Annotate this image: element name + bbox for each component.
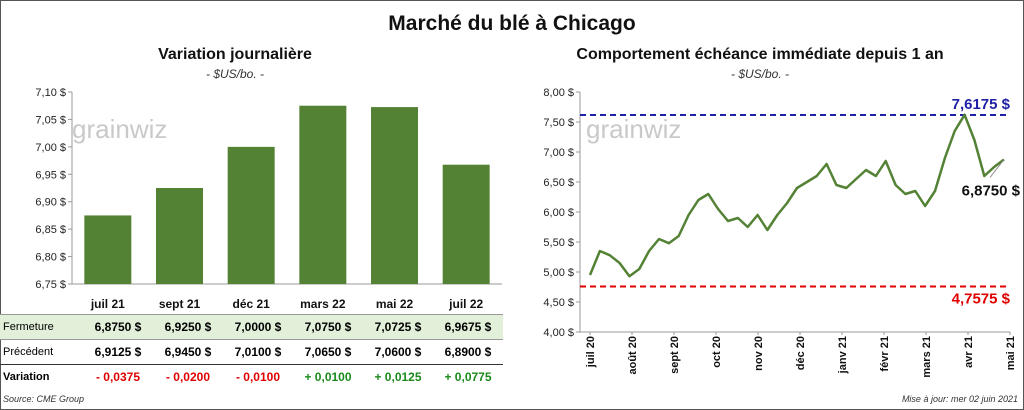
line-x-tick-label: avr 21 (963, 336, 975, 368)
table-cell: - 0,0200 (165, 370, 211, 384)
line-x-tick-label: janv 21 (837, 336, 849, 374)
table-cell: 7,0000 $ (234, 320, 282, 334)
line-y-tick-label: 5,00 $ (543, 267, 574, 279)
table-cell: 6,9450 $ (164, 345, 212, 359)
table-cell: 7,0650 $ (304, 345, 352, 359)
line-x-tick-label: oct 20 (711, 336, 723, 368)
bar-category-label: juil 21 (90, 297, 125, 311)
bar-y-tick-label: 6,90 $ (35, 197, 66, 209)
bar-category-label: mai 22 (376, 297, 414, 311)
left-chart-unit: - $US/bo. - (205, 67, 265, 81)
line-chart: grainwiz 4,00 $ 4,50 $ 5,00 $ 5,50 $ 6,00 $ 6… (543, 87, 1021, 378)
table-cell: 6,8750 $ (94, 320, 142, 334)
line-x-tick-label: juil 20 (585, 336, 597, 368)
bar-y-tick-label: 6,80 $ (35, 252, 66, 264)
table-cell: 6,9125 $ (94, 345, 142, 359)
update-note: Mise à jour: mer 02 juin 2021 (901, 394, 1018, 404)
table-cell: - 0,0375 (95, 370, 141, 384)
line-y-tick-label: 4,50 $ (543, 297, 574, 309)
line-x-tick-label: août 20 (627, 336, 639, 375)
last-value-leader (989, 159, 1005, 178)
bar-category-label: mars 22 (300, 297, 346, 311)
bar-category-label: juil 22 (448, 297, 483, 311)
table-cell: + 0,0100 (304, 370, 352, 384)
table-row-label: Variation (3, 371, 50, 383)
bar (84, 215, 132, 284)
line-y-tick-label: 6,50 $ (543, 177, 574, 189)
bar-watermark: grainwiz (72, 114, 167, 144)
right-chart-title: Comportement échéance immédiate depuis 1… (576, 46, 944, 63)
table-row: Variation - 0,0375 - 0,0200 - 0,0100 + 0,010… (0, 364, 503, 390)
table-cell: + 0,0125 (374, 370, 422, 384)
table-cell: 6,8900 $ (444, 345, 492, 359)
bar-y-tick-label: 7,05 $ (35, 114, 66, 126)
line-y-tick-label: 8,00 $ (543, 87, 574, 99)
table-cell: 7,0600 $ (374, 345, 422, 359)
bar (442, 164, 490, 284)
line-y-tick-label: 7,50 $ (543, 117, 574, 129)
bar-y-tick-label: 6,75 $ (35, 279, 66, 291)
right-chart-unit: - $US/bo. - (730, 67, 790, 81)
bar-category-label: déc 21 (232, 297, 270, 311)
line-x-tick-label: déc 20 (795, 336, 807, 370)
table-cell: 7,0725 $ (374, 320, 422, 334)
prices-table: Fermeture 6,8750 $ 6,9250 $ 7,0000 $ 7,0750 … (0, 314, 503, 389)
left-chart-title: Variation journalière (158, 46, 312, 63)
bar (227, 146, 275, 284)
bar-chart: grainwiz 6,75 $ 6,80 $ 6,85 $ 6,90 $ 6,95 $ 7… (35, 87, 502, 311)
table-cell: - 0,0100 (235, 370, 281, 384)
line-y-tick-label: 5,50 $ (543, 237, 574, 249)
table-cell: + 0,0775 (444, 370, 492, 384)
source-note: Source: CME Group (3, 394, 85, 404)
line-x-tick-label: sept 20 (669, 336, 681, 374)
reference-line-label: 7,6175 $ (952, 96, 1011, 113)
table-cell: 7,0100 $ (234, 345, 282, 359)
table-row-label: Précédent (3, 346, 54, 358)
line-y-tick-label: 7,00 $ (543, 147, 574, 159)
bar (371, 107, 418, 284)
bar (299, 105, 347, 284)
price-series-line (588, 113, 1005, 278)
bar-y-tick-label: 6,85 $ (35, 224, 66, 236)
line-y-tick-label: 6,00 $ (543, 207, 574, 219)
line-watermark: grainwiz (586, 114, 681, 144)
main-title: Marché du blé à Chicago (388, 12, 636, 35)
bar-y-tick-label: 7,00 $ (35, 142, 66, 154)
table-cell: 6,9250 $ (164, 320, 212, 334)
last-value-label: 6,8750 $ (962, 183, 1021, 200)
table-cell: 7,0750 $ (304, 320, 352, 334)
table-row: Fermeture 6,8750 $ 6,9250 $ 7,0000 $ 7,0750 … (0, 314, 503, 340)
bar-category-label: sept 21 (159, 297, 201, 311)
line-x-tick-label: mai 21 (1005, 336, 1017, 370)
bar (156, 188, 203, 284)
reference-line-label: 4,7575 $ (952, 291, 1011, 308)
bar-y-tick-label: 7,10 $ (35, 87, 66, 99)
line-x-tick-label: nov 20 (753, 336, 765, 371)
table-cell: 6,9675 $ (444, 320, 492, 334)
line-x-tick-label: févr 21 (879, 336, 891, 371)
bar-y-tick-label: 6,95 $ (35, 169, 66, 181)
table-row-label: Fermeture (3, 321, 54, 333)
line-y-tick-label: 4,00 $ (543, 327, 574, 339)
table-row: Précédent 6,9125 $ 6,9450 $ 7,0100 $ 7,0650 … (0, 340, 503, 365)
line-x-tick-label: mars 21 (921, 336, 933, 378)
